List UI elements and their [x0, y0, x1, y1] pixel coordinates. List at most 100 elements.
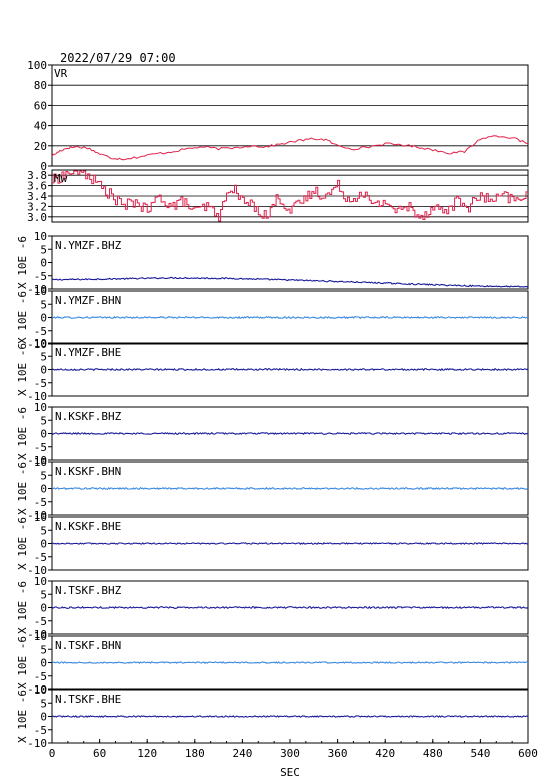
- channel-9-trace: [51, 715, 529, 718]
- vr-panel-label: VR: [54, 67, 68, 80]
- channel-2-ytick-label: -10: [27, 338, 47, 351]
- channel-7-trace: [51, 605, 529, 610]
- x-tick-label: 120: [137, 747, 157, 760]
- channel-5-ytick-label: 5: [40, 469, 47, 482]
- channel-7-ytick-label: 0: [40, 602, 47, 615]
- channel-9-ytick-label: -10: [27, 737, 47, 750]
- channel-6-label: N.KSKF.BHE: [55, 520, 121, 533]
- mw-ytick-label: 3.2: [27, 200, 47, 213]
- channel-4-ytick-label: 5: [40, 414, 47, 427]
- channel-1-ytick-label: 0: [40, 257, 47, 270]
- channel-7-ytick-label: -10: [27, 628, 47, 641]
- channel-8-ytick-label: -5: [34, 670, 47, 683]
- vr-ytick-label: 20: [34, 140, 47, 153]
- channel-8-ytick-label: 10: [34, 630, 47, 643]
- vr-series-line: [51, 135, 529, 161]
- x-tick-label: 0: [49, 747, 56, 760]
- channel-3-ytick-label: 0: [40, 364, 47, 377]
- vr-ytick-label: 100: [27, 59, 47, 72]
- x-axis-label: SEC: [280, 766, 300, 779]
- channel-8-ylabel: X 10E -6: [16, 636, 29, 689]
- x-tick-label: 300: [280, 747, 300, 760]
- mw-ytick-label: 3.4: [27, 190, 47, 203]
- channel-4-ytick-label: -10: [27, 454, 47, 467]
- channel-4-ytick-label: 0: [40, 428, 47, 441]
- vr-ytick-label: 60: [34, 99, 47, 112]
- channel-3-label: N.YMZF.BHE: [55, 346, 121, 359]
- channel-5-ylabel: X 10E -6: [16, 462, 29, 515]
- channel-2-ytick-label: 10: [34, 285, 47, 298]
- channel-9-ytick-label: 0: [40, 711, 47, 724]
- channel-2-ytick-label: 0: [40, 312, 47, 325]
- vr-ytick-label: 80: [34, 79, 47, 92]
- mw-ytick-label: 3.8: [27, 169, 47, 182]
- channel-5-ytick-label: 10: [34, 456, 47, 469]
- channel-3-ylabel: X 10E -6: [16, 343, 29, 396]
- channel-9-ylabel: X 10E -6: [16, 690, 29, 743]
- channel-1-label: N.YMZF.BHZ: [55, 239, 122, 252]
- channel-1-ytick-label: 10: [34, 230, 47, 243]
- channel-6-ylabel: X 10E -6: [16, 517, 29, 570]
- channel-9-ytick-label: -5: [34, 724, 47, 737]
- channel-4-trace: [51, 431, 528, 436]
- x-tick-label: 420: [375, 747, 395, 760]
- channel-3-ytick-label: -5: [34, 377, 47, 390]
- vr-panel-frame: [51, 64, 529, 167]
- channel-5-trace: [51, 486, 529, 491]
- channel-2-label: N.YMZF.BHN: [55, 294, 121, 307]
- x-tick-label: 180: [185, 747, 205, 760]
- channel-7-ylabel: X 10E -6: [16, 581, 29, 634]
- mw-ytick-label: 3.0: [27, 211, 47, 224]
- channel-4-ylabel: X 10E -6: [16, 407, 29, 460]
- x-axis: 0 60 120 180 240 300 360 420 480 540 600: [49, 739, 538, 760]
- channel-7-label: N.TSKF.BHZ: [55, 584, 122, 597]
- channel-1-frame: [51, 235, 529, 290]
- channel-2-ytick-label: -5: [34, 325, 47, 338]
- channel-3-ytick-label: 10: [34, 337, 47, 350]
- channel-8-ytick-label: 5: [40, 643, 47, 656]
- channel-3-ytick-label: -10: [27, 390, 47, 403]
- vr-ytick-label: 40: [34, 120, 47, 133]
- channel-7-ytick-label: -5: [34, 615, 47, 628]
- channel-6-ytick-label: 5: [40, 524, 47, 537]
- channel-8-ytick-label: 0: [40, 657, 47, 670]
- channel-7-ytick-label: 5: [40, 588, 47, 601]
- x-tick-label: 480: [423, 747, 443, 760]
- channel-5-ytick-label: 0: [40, 483, 47, 496]
- channel-1-ylabel: X 10E -6: [16, 236, 29, 289]
- channel-5-ytick-label: -5: [34, 496, 47, 509]
- channel-6-ytick-label: 0: [40, 538, 47, 551]
- channel-2-ytick-label: 5: [40, 298, 47, 311]
- channel-5-label: N.KSKF.BHN: [55, 465, 121, 478]
- channel-4-ytick-label: -5: [34, 441, 47, 454]
- channel-3-trace: [51, 367, 529, 372]
- vr-ytick-label: 0: [40, 160, 47, 173]
- channel-9-label: N.TSKF.BHE: [55, 693, 121, 706]
- x-tick-label: 60: [93, 747, 106, 760]
- channel-8-trace: [51, 661, 529, 664]
- mw-ytick-label: 3.6: [27, 180, 47, 193]
- channel-1-ytick-label: -5: [34, 270, 47, 283]
- channel-9-ytick-label: 5: [40, 697, 47, 710]
- chart-datetime: 2022/07/29 07:00: [60, 51, 176, 65]
- x-tick-label: 600: [518, 747, 538, 760]
- x-tick-label: 360: [328, 747, 348, 760]
- channel-1-trace: [51, 276, 529, 288]
- channel-6-ytick-label: -10: [27, 564, 47, 577]
- panels-group: 100806040200VR3.83.63.43.23.0Mw1050-5-10…: [16, 59, 529, 750]
- mw-panel-label: Mw: [54, 172, 68, 185]
- channel-6-ytick-label: -5: [34, 551, 47, 564]
- mw-series-line: [52, 170, 528, 222]
- channel-6-ytick-label: 10: [34, 511, 47, 524]
- channel-1-ytick-label: -10: [27, 283, 47, 296]
- channel-4-ytick-label: 10: [34, 401, 47, 414]
- channel-2-ylabel: X 10E -6: [16, 291, 29, 344]
- x-tick-label: 240: [232, 747, 252, 760]
- channel-1-ytick-label: 5: [40, 243, 47, 256]
- channel-2-trace: [51, 315, 529, 320]
- x-tick-label: 540: [470, 747, 490, 760]
- channel-9-ytick-label: 10: [34, 684, 47, 697]
- channel-7-ytick-label: 10: [34, 575, 47, 588]
- channel-6-trace: [52, 542, 529, 545]
